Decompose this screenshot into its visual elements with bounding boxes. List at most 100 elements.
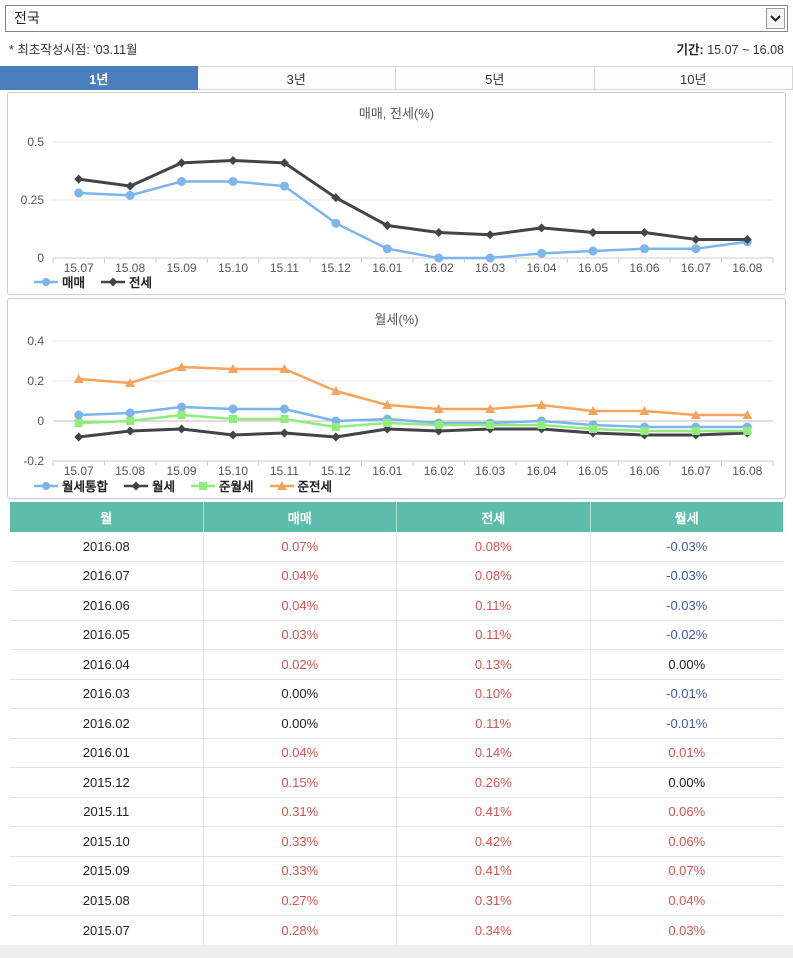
x-axis-tick-label: 15.11	[270, 261, 299, 275]
table-header-row: 월 매매 전세 월세	[10, 502, 783, 532]
cell-sale-rate: 0.00%	[204, 709, 397, 738]
data-point-circle	[382, 244, 392, 254]
series-line	[77, 413, 749, 433]
y-axis-tick-label: 0	[37, 251, 44, 265]
table-row: 2015.08 0.27% 0.31% 0.04%	[10, 886, 783, 916]
data-point-circle	[331, 218, 341, 228]
cell-jeonse-rate: 0.10%	[397, 679, 591, 708]
col-header-month: 월	[10, 502, 204, 532]
data-point-triangle	[433, 404, 444, 413]
cell-sale-rate: 0.07%	[204, 532, 397, 561]
legend-marker-diamond-icon	[124, 481, 149, 490]
data-point-diamond	[228, 156, 238, 166]
legend-item[interactable]: 월세	[124, 476, 175, 495]
data-point-triangle	[690, 410, 701, 419]
cell-jeonse-rate: 0.34%	[397, 915, 591, 945]
data-point-diamond	[125, 181, 135, 191]
legend-label: 월세통합	[62, 480, 109, 494]
cell-month: 2016.02	[10, 709, 204, 738]
first-written-note: * 최초작성시점: '03.11월	[9, 43, 138, 57]
data-point-circle	[639, 244, 649, 254]
legend-item[interactable]: 매매	[34, 272, 85, 291]
x-axis-tick-label: 15.12	[321, 261, 351, 275]
legend-label: 월세	[152, 480, 176, 494]
data-point-triangle	[330, 386, 341, 395]
period-text: 기간: 15.07 ~ 16.08	[677, 39, 784, 58]
data-point-diamond	[74, 432, 84, 442]
data-point-square	[691, 427, 700, 435]
x-axis-tick-label: 16.04	[527, 464, 557, 478]
x-axis-tick-label: 15.07	[64, 464, 94, 478]
cell-month: 2016.08	[10, 532, 204, 561]
series-line	[77, 365, 749, 417]
data-point-square	[383, 419, 392, 427]
region-select[interactable]: 전국	[5, 5, 788, 32]
legend-marker-triangle-icon	[269, 480, 294, 490]
data-point-diamond	[228, 430, 238, 440]
cell-monthly-rate: -0.03%	[666, 538, 708, 554]
data-point-circle	[228, 176, 238, 186]
col-header-monthly: 월세	[674, 510, 699, 526]
cell-sale-rate: 0.04%	[204, 591, 397, 620]
tab-1year[interactable]: 1년	[0, 66, 198, 90]
cell-sale-rate: 0.27%	[204, 886, 397, 915]
data-point-diamond	[331, 432, 341, 442]
cell-monthly-rate: -0.03%	[666, 597, 708, 613]
data-point-square	[229, 415, 237, 423]
chevron-down-icon[interactable]	[766, 8, 785, 29]
cell-month: 2015.11	[10, 797, 204, 826]
data-point-diamond	[279, 158, 289, 168]
cell-jeonse-rate: 0.08%	[397, 532, 591, 561]
tab-3year[interactable]: 3년	[197, 66, 396, 90]
tab-10year[interactable]: 10년	[594, 66, 793, 90]
y-axis-tick-label: 0	[37, 414, 44, 428]
legend-label: 준월세	[219, 480, 254, 494]
data-point-triangle	[536, 400, 547, 409]
data-point-diamond	[485, 230, 495, 240]
x-axis-tick-label: 16.03	[475, 261, 505, 275]
x-axis-tick-label: 15.08	[115, 261, 145, 275]
x-axis-tick-label: 16.01	[372, 261, 402, 275]
chart-title-sale-jeonse: 매매, 전세(%)	[358, 106, 435, 121]
x-axis-tick-label: 15.09	[167, 464, 197, 478]
x-axis-tick-label: 16.06	[629, 464, 659, 478]
period-tabs: 1년 3년 5년 10년	[0, 66, 793, 90]
cell-sale-rate: 0.00%	[204, 679, 397, 708]
cell-jeonse-rate: 0.14%	[397, 738, 591, 767]
data-point-diamond	[177, 424, 187, 434]
x-axis-tick-label: 15.07	[64, 261, 94, 275]
cell-monthly-rate: 0.01%	[668, 745, 706, 761]
legend-item[interactable]: 월세통합	[34, 476, 108, 495]
cell-sale-rate: 0.03%	[204, 620, 397, 649]
tab-5year[interactable]: 5년	[396, 66, 595, 90]
data-point-circle	[177, 176, 187, 186]
data-point-square	[537, 421, 546, 429]
data-point-diamond	[177, 158, 187, 168]
y-axis-tick-label: 0.2	[27, 374, 44, 388]
data-point-circle	[537, 248, 547, 258]
data-point-triangle	[742, 410, 753, 419]
cell-jeonse-rate: 0.11%	[397, 620, 591, 649]
chart-legend-sale-jeonse: 매매 전세	[34, 272, 152, 291]
cell-month: 2015.10	[10, 827, 204, 856]
table-row: 2015.12 0.15% 0.26% 0.00%	[10, 768, 783, 798]
cell-sale-rate: 0.33%	[204, 856, 397, 885]
cell-monthly-rate: 0.00%	[668, 656, 706, 672]
data-point-square	[74, 419, 83, 427]
data-point-circle	[279, 404, 289, 414]
chart-card-sale-jeonse: 0 0.25 0.5 15.07 15.08 15.09 15.10 15.11 15.12 16…	[7, 92, 786, 295]
col-header-jeonse: 전세	[397, 502, 591, 532]
series-line	[77, 180, 749, 260]
table-row: 2016.08 0.07% 0.08% -0.03%	[10, 532, 783, 562]
x-axis-tick-label: 16.02	[424, 464, 454, 478]
table-row: 2015.11 0.31% 0.41% 0.06%	[10, 797, 783, 827]
legend-item[interactable]: 준전세	[269, 476, 332, 495]
table-body: 2016.08 0.07% 0.08% -0.03% 2016.07 0.04% 0.08%…	[10, 532, 783, 945]
table-row: 2016.04 0.02% 0.13% 0.00%	[10, 650, 783, 680]
data-point-diamond	[588, 227, 598, 237]
cell-monthly-rate: 0.03%	[668, 922, 706, 938]
cell-sale-rate: 0.33%	[204, 827, 397, 856]
legend-item[interactable]: 전세	[101, 272, 152, 291]
cell-monthly-rate: 0.06%	[668, 833, 706, 849]
legend-item[interactable]: 준월세	[191, 476, 254, 495]
